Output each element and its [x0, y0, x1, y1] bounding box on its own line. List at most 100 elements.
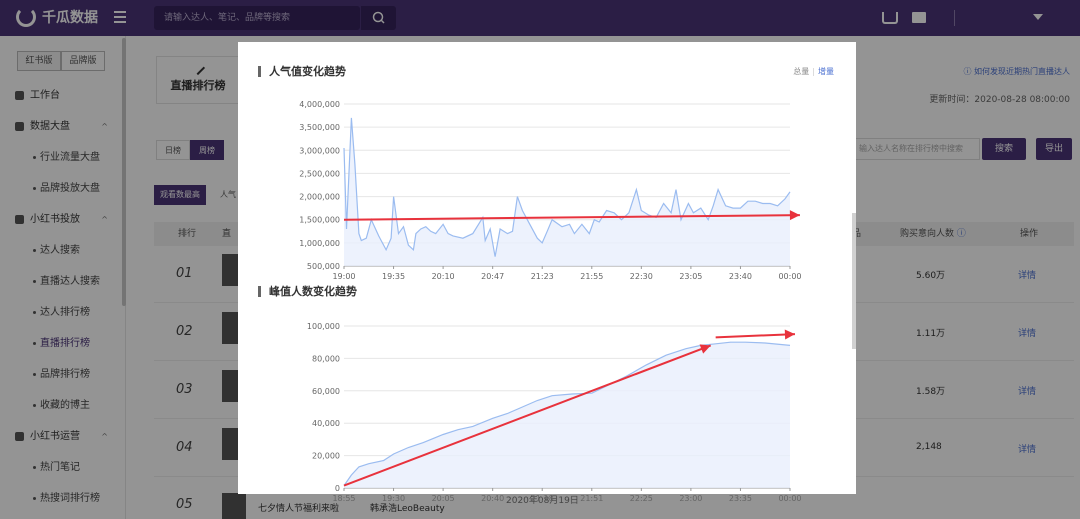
row-thumb: [222, 493, 246, 519]
y-tick-label: 500,000: [307, 262, 340, 271]
version-switch: 红书版 品牌版: [17, 51, 105, 71]
y-tick-label: 100,000: [307, 322, 340, 331]
sidebar-item[interactable]: 行业流量大盘: [0, 142, 122, 173]
sidebar-item[interactable]: 小红书投放 ^: [0, 204, 122, 235]
series-area: [344, 342, 790, 488]
row-title[interactable]: 七夕情人节福利来啦: [258, 504, 340, 514]
mail-icon[interactable]: [912, 12, 926, 23]
x-tick-label: 21:18: [531, 494, 554, 503]
row-buyers: 2,148: [916, 442, 942, 452]
y-tick-label: 3,500,000: [299, 123, 340, 132]
x-tick-label: 23:35: [729, 494, 752, 503]
x-tick-label: 00:00: [778, 272, 801, 281]
table-row: 05 七夕情人节福利来啦 韩承浩LeoBeauty 2020年08月19日: [154, 491, 1074, 519]
live-rank-card-label: 直播排行榜: [170, 79, 226, 92]
sidebar-item[interactable]: 达人排行榜: [0, 297, 122, 328]
y-tick-label: 40,000: [312, 419, 340, 428]
x-tick-label: 23:40: [729, 272, 752, 281]
tab-most-viewed[interactable]: 观看数最高: [154, 185, 206, 205]
sidebar: 红书版 品牌版 工作台 数据大盘 ^ 行业流量大盘品牌投放大盘小红书投放 ^ 达人搜索直播…: [0, 36, 126, 519]
sidebar-item[interactable]: 小红书运营 ^: [0, 421, 122, 452]
sidebar-item[interactable]: 热搜词排行榜: [0, 483, 122, 514]
th-rank: 排行: [178, 229, 197, 239]
menu-toggle-icon[interactable]: [114, 11, 126, 23]
cart-icon[interactable]: [882, 12, 898, 24]
annotation-arrow: [343, 214, 800, 221]
help-link[interactable]: ⓘ 如何发现近期热门直播达人: [963, 67, 1070, 76]
annotation-arrowhead: [784, 329, 795, 340]
x-tick-label: 21:55: [580, 272, 603, 281]
x-tick-label: 23:00: [679, 494, 702, 503]
sidebar-item[interactable]: 直播达人搜索: [0, 266, 122, 297]
tab-daily[interactable]: 日榜: [156, 140, 190, 160]
chevron-up-icon[interactable]: ^: [101, 122, 108, 131]
y-tick-label: 3,000,000: [299, 146, 340, 155]
row-buyers: 1.58万: [916, 387, 946, 397]
y-tick-label: 1,000,000: [299, 239, 340, 248]
row-rank: 05: [176, 497, 193, 512]
row-buyers: 1.11万: [916, 329, 946, 339]
sidebar-item[interactable]: 热门笔记: [0, 452, 122, 483]
annotation-arrow: [343, 344, 712, 487]
annotation-arrow: [715, 333, 795, 339]
update-time: 更新时间：2020-08-28 08:00:00: [929, 95, 1070, 105]
sidebar-item[interactable]: 直播排行榜: [0, 328, 122, 359]
row-thumb: [222, 254, 238, 286]
sidebar-item[interactable]: 工作台: [0, 80, 122, 111]
sidebar-scrollbar[interactable]: [122, 38, 126, 306]
annotation-arrowhead: [699, 344, 711, 354]
logo-icon: [16, 7, 36, 27]
x-tick-label: 00:00: [778, 494, 801, 503]
export-button[interactable]: 导出: [1036, 138, 1072, 160]
y-tick-label: 0: [335, 484, 340, 493]
x-tick-label: 20:47: [481, 272, 504, 281]
row-thumb: [222, 312, 238, 344]
toggle-increment[interactable]: 增量: [818, 67, 834, 76]
sidebar-item[interactable]: 达人搜索: [0, 235, 122, 266]
live-rank-card[interactable]: 直播排行榜: [156, 56, 240, 104]
app-logo[interactable]: 千瓜数据: [16, 7, 98, 27]
global-search-input[interactable]: 请输入达人、笔记、品牌等搜索: [154, 6, 360, 30]
popularity-chart: 500,000 1,000,000 1,500,000 2,000,000 2,500,…: [299, 100, 801, 281]
tab-weekly[interactable]: 周榜: [190, 140, 224, 160]
period-tabs: 日榜 周榜: [156, 140, 224, 160]
x-tick-label: 19:00: [332, 272, 355, 281]
x-tick-label: 22:25: [630, 494, 653, 503]
chart-title-popularity: 人气值变化趋势: [258, 66, 346, 77]
y-tick-label: 80,000: [312, 354, 340, 363]
rank-search-input[interactable]: 输入达人名称在排行榜中搜索: [854, 138, 980, 160]
sidebar-item[interactable]: 品牌排行榜: [0, 359, 122, 390]
chevron-up-icon[interactable]: ^: [101, 215, 108, 224]
sidebar-item-label: 直播达人搜索: [40, 276, 100, 287]
th-product: 品: [852, 229, 862, 239]
version-tab-redbook[interactable]: 红书版: [17, 51, 61, 71]
version-tab-brand[interactable]: 品牌版: [61, 51, 105, 71]
x-tick-label: 20:10: [432, 272, 455, 281]
x-tick-label: 19:35: [382, 272, 405, 281]
row-detail-link[interactable]: 详情: [1018, 445, 1037, 455]
divider: [954, 10, 955, 26]
sidebar-item[interactable]: 收藏的博主: [0, 390, 122, 421]
user-menu-caret-icon[interactable]: [1033, 14, 1043, 20]
help-circle-icon[interactable]: ⓘ: [956, 229, 966, 239]
toggle-total[interactable]: 总量: [793, 67, 810, 76]
x-tick-label: 23:05: [679, 272, 702, 281]
sidebar-item[interactable]: 数据大盘 ^: [0, 111, 122, 142]
rank-search-button[interactable]: 搜索: [982, 138, 1026, 160]
sort-tabs: 观看数最高 人气: [154, 185, 242, 205]
modal-scrollbar[interactable]: [852, 213, 856, 349]
sidebar-item-label: 品牌投放大盘: [40, 183, 100, 194]
search-button[interactable]: [360, 6, 396, 30]
peak-viewers-chart: 0 20,000 40,000 60,000 80,000 100,000 18:55 19:…: [307, 322, 802, 503]
tab-popularity[interactable]: 人气: [220, 190, 236, 199]
app-name: 千瓜数据: [42, 10, 98, 26]
sidebar-item-label: 小红书投放: [30, 214, 80, 225]
row-author[interactable]: 韩承浩LeoBeauty: [370, 504, 445, 514]
row-detail-link[interactable]: 详情: [1018, 387, 1037, 397]
sidebar-item[interactable]: 品牌投放大盘: [0, 173, 122, 204]
x-tick-label: 20:40: [481, 494, 504, 503]
row-detail-link[interactable]: 详情: [1018, 271, 1037, 281]
th-operation: 操作: [1020, 229, 1039, 239]
chevron-up-icon[interactable]: ^: [101, 432, 108, 441]
row-detail-link[interactable]: 详情: [1018, 329, 1037, 339]
